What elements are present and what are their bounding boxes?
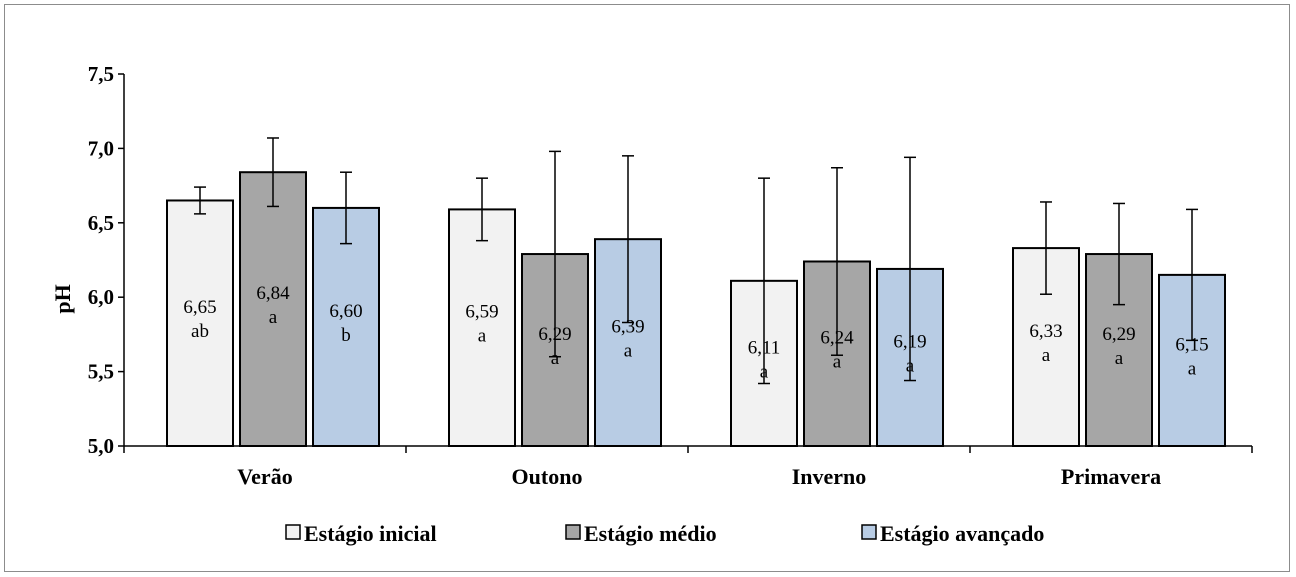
error-bar-2-3 (831, 166, 843, 356)
value-label-2-3: 6,24 (820, 328, 854, 349)
error-bar-3-2 (622, 155, 634, 324)
value-label-3-1: 6,60 (329, 301, 362, 322)
letter-label-3-2: a (624, 341, 633, 362)
letter-label-3-1: b (341, 325, 351, 346)
y-tick-label-5: 7,0 (88, 136, 114, 160)
x-tick-label-3: Inverno (792, 464, 867, 489)
error-bar-1-4 (1040, 201, 1052, 295)
data-labels-layer: 6,65 ab 6,84 a 6,60 b 6,59 a 6,29 a 6,39 a 6,11 a 6,24… (183, 283, 1208, 382)
legend-swatch-3 (861, 524, 877, 540)
error-bar-3-4 (1186, 208, 1198, 342)
letter-label-1-1: ab (191, 321, 209, 342)
error-bar-1-1 (194, 186, 206, 215)
error-bar-2-4 (1113, 202, 1125, 306)
legend-label-1: Estágio inicial (304, 521, 437, 546)
error-bars-layer (194, 137, 1198, 385)
value-label-2-2: 6,29 (538, 324, 571, 345)
y-tick-label-4: 6,5 (88, 211, 114, 235)
letter-label-3-4: a (1188, 358, 1197, 379)
letter-label-1-2: a (478, 326, 487, 347)
x-tick-label-1: Verão (237, 464, 292, 489)
value-label-3-4: 6,15 (1175, 334, 1208, 355)
error-bar-2-1 (267, 137, 279, 208)
legend-label-3: Estágio avançado (880, 521, 1044, 546)
value-label-2-4: 6,29 (1102, 324, 1135, 345)
letter-label-1-4: a (1042, 345, 1051, 366)
legend: Estágio inicial Estágio médio Estágio avan… (285, 521, 1044, 546)
legend-swatch-2 (565, 524, 581, 540)
error-bar-3-3 (904, 156, 916, 382)
axes-layer: Verão Outono Inverno Primavera 5,0 5,5 6,0 6,5 7… (88, 62, 1253, 489)
letter-label-3-3: a (906, 355, 915, 376)
letter-label-2-2: a (551, 348, 560, 369)
bars-layer (166, 171, 1226, 448)
letter-label-1-3: a (760, 361, 769, 382)
y-tick-label-6: 7,5 (88, 62, 114, 86)
value-label-3-3: 6,19 (893, 331, 926, 352)
error-bar-1-2 (476, 177, 488, 242)
letter-label-2-1: a (269, 307, 278, 328)
x-tick-label-2: Outono (512, 464, 583, 489)
value-label-2-1: 6,84 (256, 283, 290, 304)
value-label-1-1: 6,65 (183, 297, 216, 318)
legend-swatch-1 (285, 524, 301, 540)
legend-label-2: Estágio médio (584, 521, 717, 546)
x-tick-label-4: Primavera (1061, 464, 1161, 489)
letter-label-2-4: a (1115, 348, 1124, 369)
legend-item-1: Estágio inicial (285, 521, 437, 546)
bar-3-1 (312, 206, 380, 447)
legend-item-3: Estágio avançado (861, 521, 1044, 546)
y-axis-title: pH (50, 284, 75, 313)
error-bar-2-2 (549, 150, 561, 358)
bar-1-1 (166, 199, 234, 447)
y-tick-label-3: 6,0 (88, 285, 114, 309)
error-bar-1-3 (758, 177, 770, 385)
error-bar-3-1 (340, 171, 352, 245)
value-label-1-4: 6,33 (1029, 321, 1062, 342)
value-label-1-3: 6,11 (748, 337, 781, 358)
y-tick-label-2: 5,5 (88, 360, 114, 384)
value-label-3-2: 6,39 (611, 317, 644, 338)
legend-item-2: Estágio médio (565, 521, 717, 546)
letter-label-2-3: a (833, 352, 842, 373)
value-label-1-2: 6,59 (465, 302, 498, 323)
y-tick-label-1: 5,0 (88, 434, 114, 458)
